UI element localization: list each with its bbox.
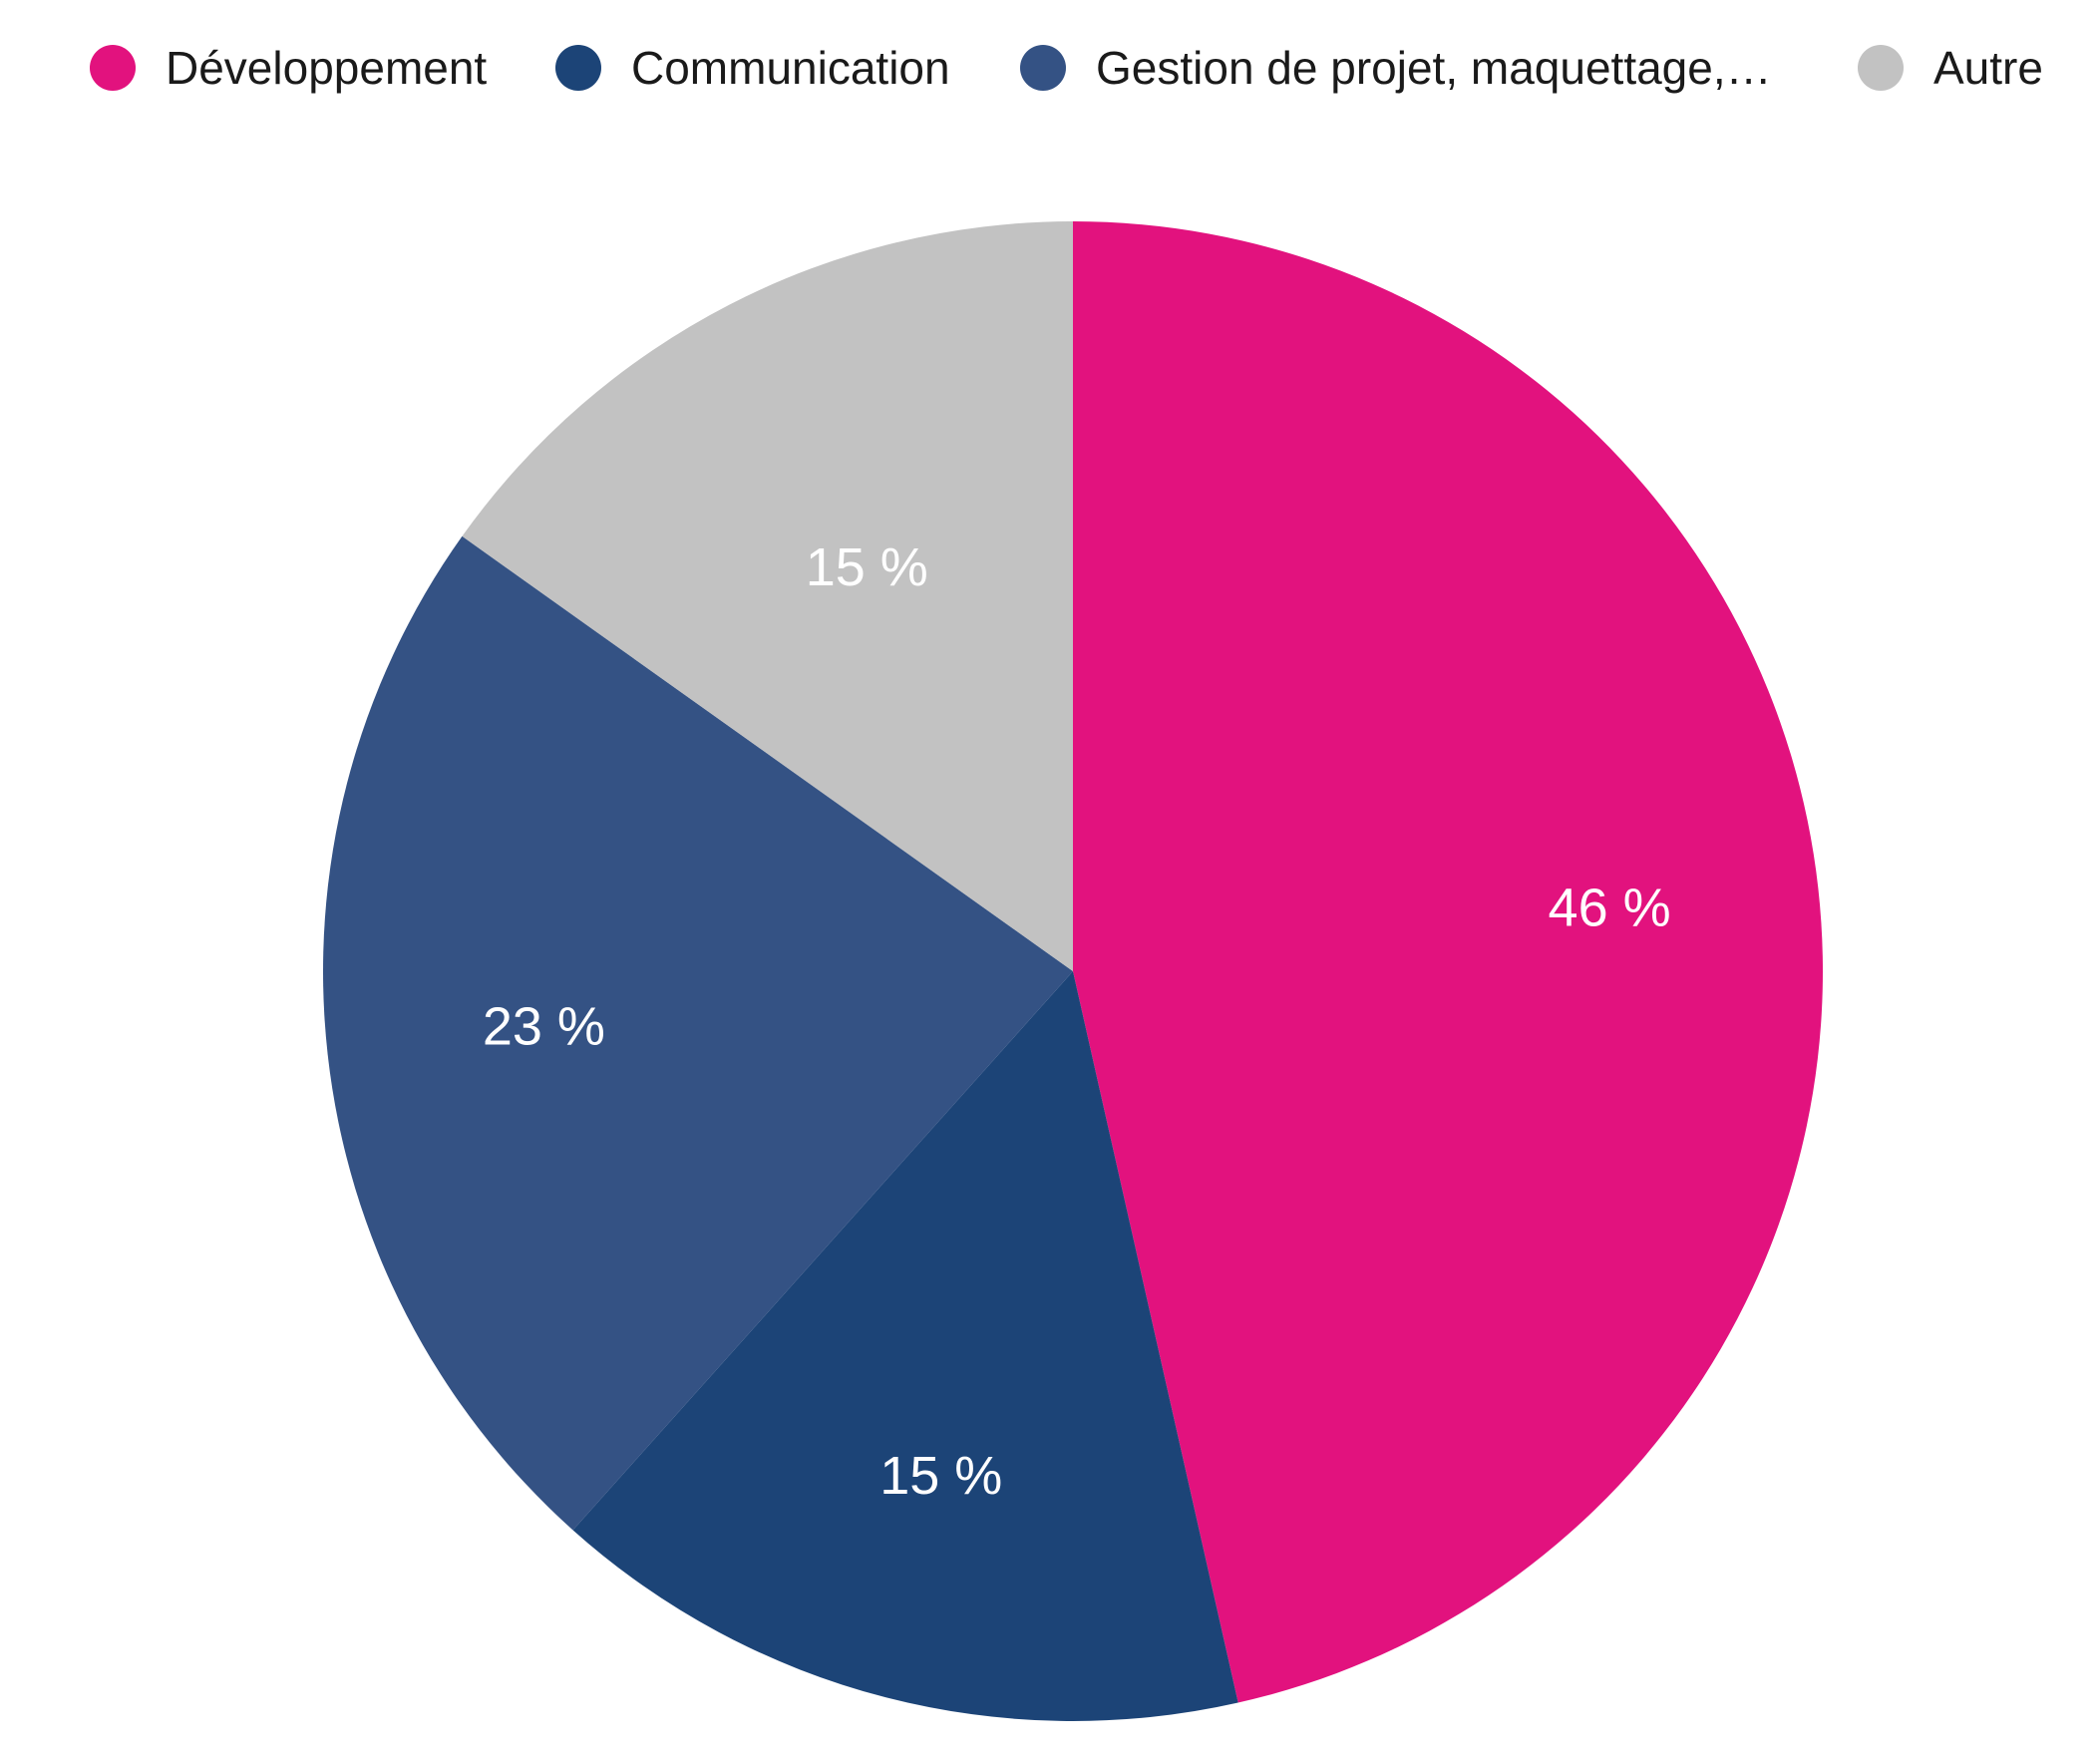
pie-data-label-0: 46 % bbox=[1549, 878, 1671, 937]
pie-slice-3 bbox=[462, 221, 1074, 971]
pie-data-labels: 46 % 15 % 23 % 15 % bbox=[483, 537, 1671, 1506]
legend-label-gestion-de-projet: Gestion de projet, maquettage,… bbox=[1096, 42, 1772, 94]
pie-data-label-2: 23 % bbox=[483, 996, 605, 1056]
legend-item-developpement: Développement bbox=[90, 38, 487, 98]
pie-slice-2 bbox=[323, 535, 1073, 1531]
legend-label-communication: Communication bbox=[631, 42, 950, 94]
legend-label-autre: Autre bbox=[1933, 42, 2043, 94]
legend-swatch-autre bbox=[1858, 45, 1904, 91]
pie-slice-0 bbox=[1073, 221, 1823, 1703]
legend-item-autre: Autre bbox=[1858, 38, 2043, 98]
pie-slice-1 bbox=[572, 971, 1238, 1721]
legend-swatch-gestion-de-projet bbox=[1020, 45, 1066, 91]
chart-legend: Développement Communication Gestion de p… bbox=[0, 0, 2100, 140]
legend-label-developpement: Développement bbox=[166, 42, 488, 94]
pie-data-label-3: 15 % bbox=[806, 537, 928, 597]
pie-slices bbox=[323, 221, 1823, 1721]
legend-swatch-developpement bbox=[90, 45, 136, 91]
legend-swatch-communication bbox=[555, 45, 601, 91]
legend-item-gestion-de-projet: Gestion de projet, maquettage,… bbox=[1020, 38, 1772, 98]
pie-data-label-1: 15 % bbox=[879, 1446, 1002, 1506]
legend-item-communication: Communication bbox=[555, 38, 950, 98]
